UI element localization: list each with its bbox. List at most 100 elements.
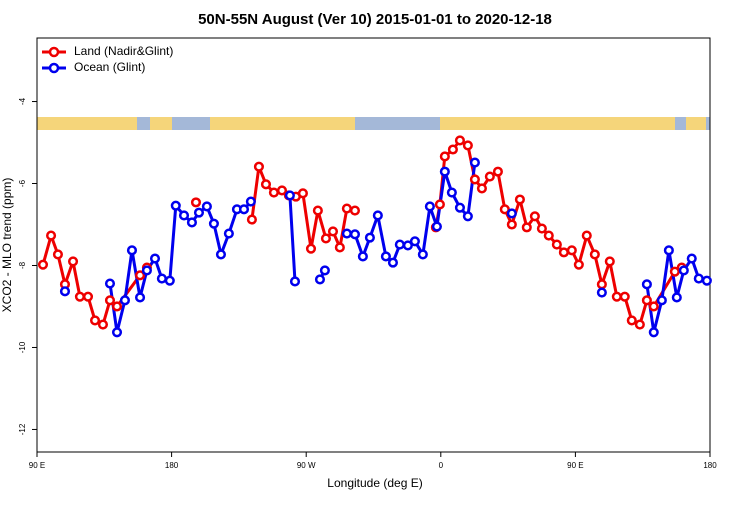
data-point — [82, 291, 94, 302]
x-tick-label: 180 — [703, 461, 717, 470]
chart-title: 50N-55N August (Ver 10) 2015-01-01 to 20… — [198, 11, 552, 28]
x-tick-label: 90 W — [297, 461, 316, 470]
data-point — [686, 253, 697, 264]
data-point — [104, 295, 116, 306]
data-point — [701, 275, 712, 286]
data-point — [469, 157, 480, 168]
data-point — [402, 240, 413, 251]
data-point — [462, 211, 473, 222]
data-point — [439, 166, 450, 177]
data-point — [469, 174, 480, 185]
data-point — [678, 265, 689, 276]
data-point — [446, 187, 457, 198]
data-point — [454, 202, 465, 213]
data-point — [596, 279, 607, 290]
land-band — [37, 117, 137, 130]
data-point — [641, 279, 652, 290]
data-point — [312, 205, 323, 216]
data-point — [134, 292, 146, 303]
land-sea-strip — [37, 117, 710, 130]
data-point — [320, 233, 331, 244]
data-point — [305, 243, 317, 254]
data-point — [289, 276, 301, 287]
data-point — [334, 242, 345, 253]
data-point — [357, 251, 368, 262]
data-point — [454, 135, 465, 146]
data-point — [648, 301, 659, 312]
data-point — [67, 256, 79, 267]
data-point — [341, 228, 352, 239]
data-point — [619, 291, 630, 302]
data-point — [529, 211, 540, 222]
data-point — [260, 179, 272, 190]
data-point — [476, 183, 487, 194]
data-point — [506, 208, 517, 219]
data-point — [314, 274, 326, 285]
legend-label: Land (Nadir&Glint) — [74, 44, 173, 58]
data-point — [431, 221, 442, 232]
legend: Land (Nadir&Glint) Ocean (Glint) — [42, 44, 173, 74]
data-point — [141, 265, 152, 276]
data-point — [238, 204, 250, 215]
land-band — [440, 117, 675, 130]
data-point — [589, 249, 600, 260]
data-point — [447, 144, 458, 155]
data-point — [558, 247, 569, 258]
data-point — [276, 185, 288, 196]
data-point — [364, 232, 375, 243]
data-point — [387, 257, 398, 268]
data-point — [208, 218, 219, 229]
data-point — [341, 203, 352, 214]
x-tick-label: 90 E — [567, 461, 583, 470]
y-tick-label: -4 — [18, 97, 27, 105]
data-point — [349, 205, 361, 216]
data-point — [581, 230, 592, 241]
x-tick-label: 90 E — [29, 461, 45, 470]
data-point — [566, 245, 577, 256]
data-point — [201, 201, 212, 212]
land-band — [150, 117, 172, 130]
data-point — [164, 275, 175, 286]
data-point — [671, 292, 682, 303]
data-point — [611, 291, 622, 302]
data-point — [499, 204, 510, 215]
y-tick-label: -6 — [18, 179, 27, 187]
data-point — [186, 217, 197, 228]
data-point — [319, 265, 330, 276]
data-point — [596, 287, 607, 298]
data-point — [669, 266, 680, 277]
data-point — [126, 245, 138, 256]
data-point — [111, 327, 123, 338]
x-tick-label: 0 — [439, 461, 444, 470]
data-point — [37, 259, 49, 270]
data-point — [439, 151, 450, 162]
data-point — [59, 286, 71, 297]
data-point — [97, 319, 109, 330]
x-axis-label: Longitude (deg E) — [327, 476, 422, 490]
data-point — [417, 249, 428, 260]
data-point — [134, 270, 146, 281]
data-point — [462, 140, 473, 151]
data-point — [190, 197, 202, 208]
data-point — [215, 249, 227, 260]
data-point — [663, 245, 674, 256]
legend-label: Ocean (Glint) — [74, 60, 145, 74]
data-point — [104, 278, 116, 289]
data-point — [380, 251, 391, 262]
data-point — [52, 249, 63, 260]
data-point — [149, 253, 161, 264]
data-point — [246, 214, 257, 225]
x-tick-label: 180 — [165, 461, 179, 470]
land-band — [210, 117, 355, 130]
data-point — [245, 196, 256, 207]
data-point — [492, 166, 503, 177]
data-point — [626, 315, 637, 326]
y-axis-label: XCO2 - MLO trend (ppm) — [0, 178, 14, 313]
data-point — [424, 201, 435, 212]
data-point — [551, 239, 562, 250]
data-point — [223, 228, 234, 239]
data-point — [543, 230, 554, 241]
data-point — [156, 273, 167, 284]
